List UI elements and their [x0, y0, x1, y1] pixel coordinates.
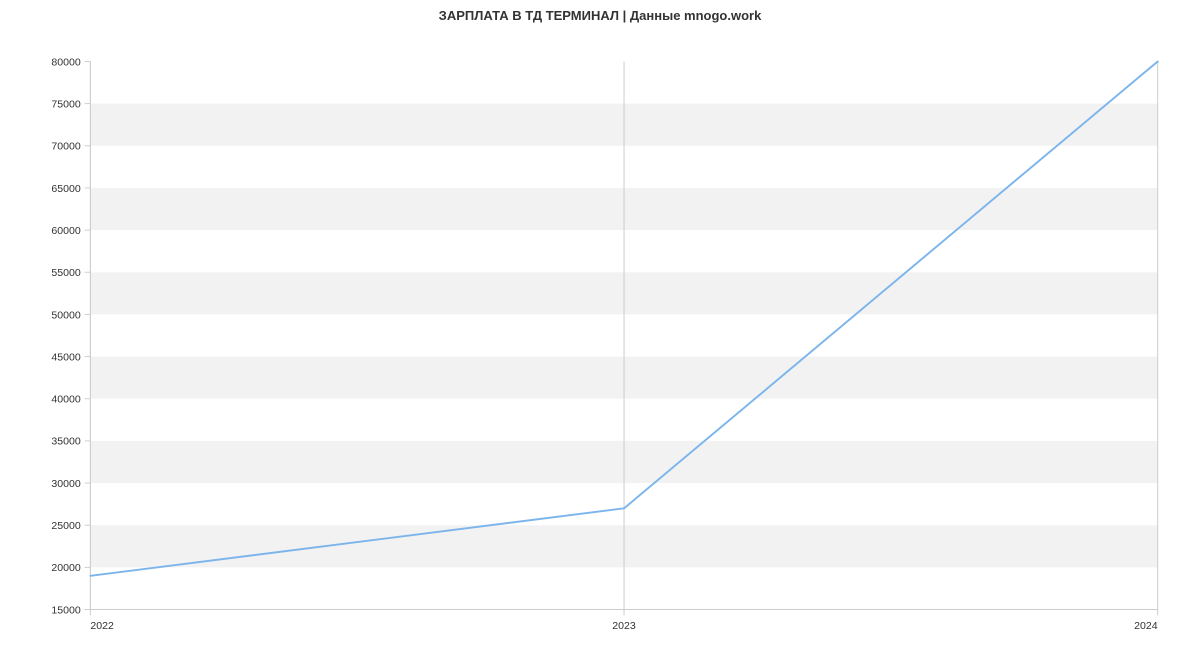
svg-text:45000: 45000	[51, 351, 80, 363]
svg-text:25000: 25000	[51, 520, 80, 532]
svg-text:50000: 50000	[51, 309, 80, 321]
svg-text:75000: 75000	[51, 98, 80, 110]
svg-text:2023: 2023	[612, 620, 636, 632]
svg-text:70000: 70000	[51, 141, 80, 153]
line-chart-svg: 15000 20000 25000 30000 35000 40000 45000 50000…	[0, 23, 1200, 648]
chart-area: 15000 20000 25000 30000 35000 40000 45000 50000…	[0, 23, 1200, 648]
svg-text:15000: 15000	[51, 604, 80, 616]
svg-text:2024: 2024	[1134, 620, 1158, 632]
svg-text:30000: 30000	[51, 478, 80, 490]
svg-text:2022: 2022	[90, 620, 114, 632]
svg-text:65000: 65000	[51, 183, 80, 195]
svg-text:40000: 40000	[51, 394, 80, 406]
svg-text:20000: 20000	[51, 562, 80, 574]
svg-text:60000: 60000	[51, 225, 80, 237]
svg-text:55000: 55000	[51, 267, 80, 279]
chart-title: ЗАРПЛАТА В ТД ТЕРМИНАЛ | Данные mnogo.wo…	[0, 8, 1200, 23]
svg-text:35000: 35000	[51, 436, 80, 448]
svg-text:80000: 80000	[51, 56, 80, 68]
